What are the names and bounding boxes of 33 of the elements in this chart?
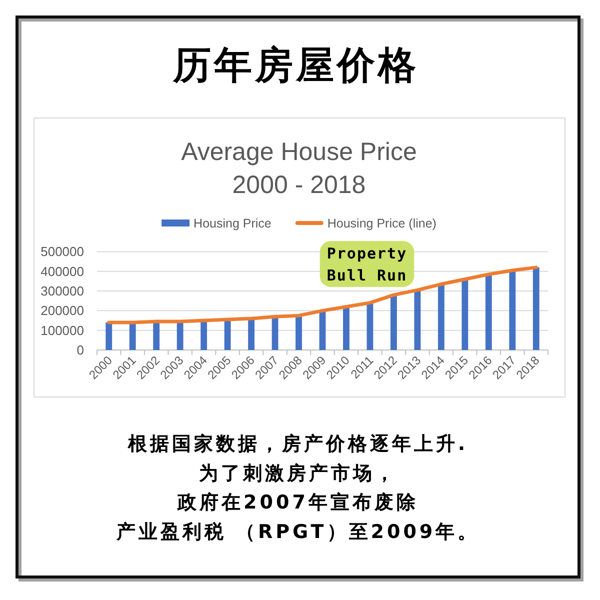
line-series (107, 266, 538, 324)
bar (532, 267, 540, 350)
bar (106, 322, 112, 350)
y-tick-label: 300000 (40, 284, 84, 299)
bar (366, 302, 374, 350)
text: 为了刺激房产市场， (199, 462, 397, 484)
bar (438, 284, 444, 350)
bar (224, 320, 231, 350)
bar (248, 318, 254, 350)
bar (462, 279, 468, 350)
bar (129, 322, 136, 350)
y-tick-label: 100000 (40, 322, 84, 338)
legend-label: Housing Price (line) (327, 216, 436, 230)
bar (509, 270, 516, 350)
text: 政府在2007年宣布废除 (176, 492, 418, 514)
chart-subtitle: Average House Price 2000 - 2018 (181, 138, 417, 199)
chart-title: 历年房屋价格 (172, 43, 419, 87)
annotation: Property Bull Run (326, 244, 408, 284)
bar (485, 274, 492, 350)
y-tick-label: 200000 (40, 303, 84, 318)
text: 产业盈利税 （RPGT）至2009年。 (115, 520, 480, 543)
y-tick-label: 0 (76, 342, 84, 358)
bar (153, 321, 160, 350)
bar (176, 321, 184, 350)
bar (200, 320, 208, 350)
text: 根据国家数据，房产价格逐年上升. (126, 433, 468, 455)
y-tick-label: 400000 (40, 264, 84, 279)
bar (296, 316, 302, 350)
bar (390, 294, 397, 350)
bar (343, 306, 350, 350)
bar (414, 290, 421, 350)
y-tick-label: 500000 (40, 244, 84, 260)
legend-label: Housing Price (194, 216, 272, 230)
